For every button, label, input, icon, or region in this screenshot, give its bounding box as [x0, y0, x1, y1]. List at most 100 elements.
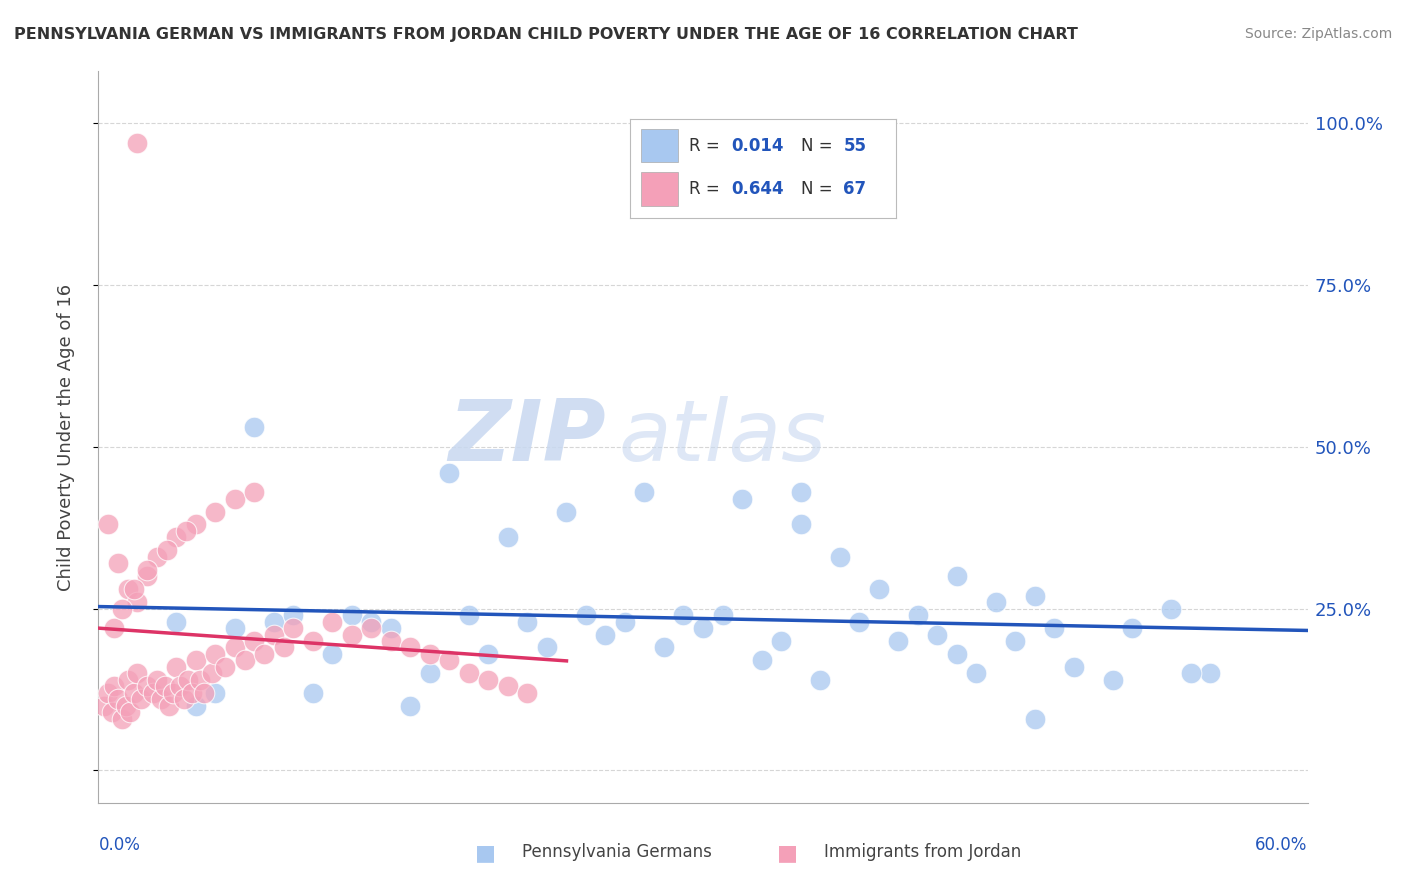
Point	[153, 679, 176, 693]
Point	[1160, 601, 1182, 615]
Text: ZIP: ZIP	[449, 395, 606, 479]
Point	[127, 595, 149, 609]
Text: Immigrants from Jordan: Immigrants from Jordan	[824, 843, 1021, 861]
Point	[111, 712, 134, 726]
Point	[107, 557, 129, 571]
Point	[173, 692, 195, 706]
Point	[1180, 666, 1202, 681]
Point	[214, 660, 236, 674]
Point	[302, 634, 325, 648]
Point	[136, 569, 159, 583]
Point	[204, 686, 226, 700]
Point	[789, 517, 811, 532]
Point	[789, 485, 811, 500]
Point	[516, 686, 538, 700]
Point	[103, 621, 125, 635]
Point	[97, 686, 120, 700]
Point	[127, 136, 149, 150]
Point	[122, 686, 145, 700]
Point	[516, 615, 538, 629]
Y-axis label: Child Poverty Under the Age of 16: Child Poverty Under the Age of 16	[56, 284, 75, 591]
Point	[614, 615, 637, 629]
Point	[360, 615, 382, 629]
Point	[496, 679, 519, 693]
Point	[117, 673, 139, 687]
Point	[184, 698, 207, 713]
Point	[204, 504, 226, 518]
Point	[101, 705, 124, 719]
Text: ■: ■	[778, 843, 799, 863]
Point	[458, 608, 481, 623]
Point	[496, 530, 519, 544]
Point	[925, 627, 948, 641]
Point	[107, 692, 129, 706]
Point	[117, 582, 139, 597]
Point	[887, 634, 910, 648]
Point	[146, 673, 169, 687]
Point	[769, 634, 792, 648]
Point	[321, 615, 343, 629]
Point	[243, 420, 266, 434]
Point	[808, 673, 831, 687]
Point	[945, 569, 967, 583]
Point	[165, 615, 187, 629]
Point	[233, 653, 256, 667]
Text: 0.0%: 0.0%	[98, 836, 141, 854]
Point	[458, 666, 481, 681]
Point	[184, 653, 207, 667]
Point	[122, 582, 145, 597]
Point	[848, 615, 870, 629]
Point	[575, 608, 598, 623]
Point	[263, 627, 285, 641]
Point	[127, 666, 149, 681]
Point	[477, 673, 499, 687]
Point	[1121, 621, 1143, 635]
Point	[984, 595, 1007, 609]
Point	[263, 615, 285, 629]
Point	[136, 563, 159, 577]
Point	[142, 686, 165, 700]
Point	[136, 679, 159, 693]
Point	[321, 647, 343, 661]
Point	[555, 504, 578, 518]
Point	[302, 686, 325, 700]
Point	[184, 517, 207, 532]
Point	[652, 640, 675, 655]
Point	[692, 621, 714, 635]
Point	[672, 608, 695, 623]
Point	[399, 698, 422, 713]
Point	[243, 485, 266, 500]
Point	[340, 627, 363, 641]
Point	[97, 517, 120, 532]
Point	[731, 491, 754, 506]
Point	[633, 485, 655, 500]
Point	[177, 673, 200, 687]
Point	[751, 653, 773, 667]
Point	[118, 705, 141, 719]
Point	[536, 640, 558, 655]
Point	[188, 673, 211, 687]
Point	[165, 530, 187, 544]
Text: 60.0%: 60.0%	[1256, 836, 1308, 854]
Point	[103, 679, 125, 693]
Point	[828, 549, 851, 564]
Point	[1063, 660, 1085, 674]
Point	[439, 466, 461, 480]
Point	[1199, 666, 1222, 681]
Point	[595, 627, 617, 641]
Point	[146, 549, 169, 564]
Text: Source: ZipAtlas.com: Source: ZipAtlas.com	[1244, 27, 1392, 41]
Text: PENNSYLVANIA GERMAN VS IMMIGRANTS FROM JORDAN CHILD POVERTY UNDER THE AGE OF 16 : PENNSYLVANIA GERMAN VS IMMIGRANTS FROM J…	[14, 27, 1078, 42]
Point	[1043, 621, 1066, 635]
Point	[224, 640, 246, 655]
Point	[224, 491, 246, 506]
Text: atlas: atlas	[619, 395, 827, 479]
Point	[399, 640, 422, 655]
Text: ■: ■	[475, 843, 496, 863]
Point	[1101, 673, 1123, 687]
Point	[1024, 712, 1046, 726]
Point	[868, 582, 890, 597]
Point	[283, 621, 305, 635]
Point	[114, 698, 136, 713]
Point	[193, 686, 215, 700]
